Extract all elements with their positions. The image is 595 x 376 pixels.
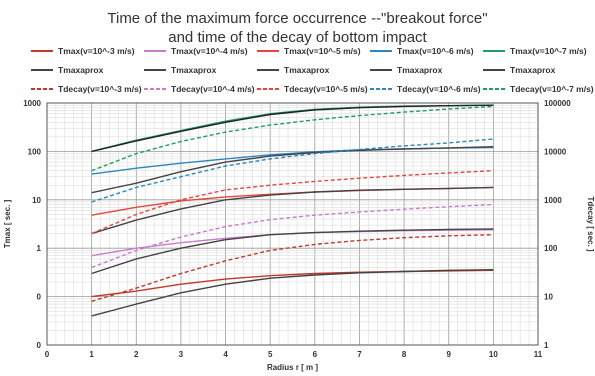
y-left-axis-label: Tmax [ sec. ] xyxy=(3,199,12,248)
y-right-tick-label: 100000 xyxy=(544,99,571,108)
legend-label: Tmaxaprox xyxy=(171,65,217,75)
y-left-tick-label: 100 xyxy=(28,147,42,156)
series-line xyxy=(91,104,494,153)
y-left-tick-label: 10 xyxy=(32,196,41,205)
legend-swatch xyxy=(370,69,392,71)
legend-swatch xyxy=(370,88,392,90)
x-tick-label: 10 xyxy=(489,350,498,359)
legend-label: Tdecay(v=10^-7 m/s) xyxy=(510,84,594,94)
chart-title-line-1: Time of the maximum force occurrence --"… xyxy=(107,10,488,27)
x-tick-label: 5 xyxy=(268,350,273,359)
legend-label: Tdecay(v=10^-6 m/s) xyxy=(397,84,481,94)
legend-item: Tdecay(v=10^-3 m/s) xyxy=(30,82,142,96)
x-tick-label: 4 xyxy=(223,350,228,359)
legend-swatch xyxy=(31,50,53,52)
legend-label: Tmax(v=10^-6 m/s) xyxy=(397,46,474,56)
chart-title-line-2: and time of the decay of bottom impact xyxy=(168,29,427,46)
legend-swatch xyxy=(257,50,279,52)
y-right-tick-label: 10 xyxy=(544,293,553,302)
y-right-tick-label: 1 xyxy=(544,341,549,350)
y-right-tick-label: 1000 xyxy=(544,196,562,205)
legend-swatch xyxy=(257,69,279,71)
legend-label: Tmax(v=10^-4 m/s) xyxy=(171,46,248,56)
legend-swatch xyxy=(483,50,505,52)
x-tick-label: 7 xyxy=(357,350,362,359)
legend-label: Tmax(v=10^-3 m/s) xyxy=(58,46,135,56)
series-line xyxy=(91,146,494,194)
legend-label: Tmaxaprox xyxy=(58,65,104,75)
y-left-tick-label: 0 xyxy=(37,341,42,350)
x-tick-label: 8 xyxy=(402,350,407,359)
legend-swatch xyxy=(144,69,166,71)
legend-label: Tmaxaprox xyxy=(397,65,443,75)
y-right-tick-label: 10000 xyxy=(544,147,567,156)
legend-item: Tmaxaprox xyxy=(256,63,329,77)
legend-swatch xyxy=(370,50,392,52)
plot-frame xyxy=(46,102,539,346)
legend-item: Tdecay(v=10^-4 m/s) xyxy=(143,82,255,96)
legend-item: Tdecay(v=10^-7 m/s) xyxy=(482,82,594,96)
legend-item: Tmaxaprox xyxy=(143,63,216,77)
series-line xyxy=(91,228,494,275)
y-left-tick-label: 1000 xyxy=(23,99,41,108)
series-line xyxy=(91,138,494,203)
legend-label: Tmax(v=10^-7 m/s) xyxy=(510,46,587,56)
series-line xyxy=(91,234,494,302)
legend-item: Tmaxaprox xyxy=(482,63,555,77)
x-tick-label: 2 xyxy=(134,350,139,359)
legend-swatch xyxy=(31,69,53,71)
legend-item: Tmax(v=10^-3 m/s) xyxy=(30,44,135,58)
series-line xyxy=(91,186,494,235)
legend-label: Tdecay(v=10^-3 m/s) xyxy=(58,84,142,94)
legend-label: Tmaxaprox xyxy=(284,65,330,75)
x-tick-label: 1 xyxy=(89,350,94,359)
legend-swatch xyxy=(31,88,53,90)
series-line xyxy=(91,170,494,235)
legend-label: Tmaxaprox xyxy=(510,65,556,75)
legend-item: Tmax(v=10^-6 m/s) xyxy=(369,44,474,58)
y-right-tick-label: 100 xyxy=(544,244,558,253)
legend-swatch xyxy=(483,69,505,71)
legend-item: Tmax(v=10^-7 m/s) xyxy=(482,44,587,58)
chart-title: Time of the maximum force occurrence --"… xyxy=(0,9,595,47)
legend-label: Tdecay(v=10^-4 m/s) xyxy=(171,84,255,94)
legend-item: Tdecay(v=10^-5 m/s) xyxy=(256,82,368,96)
legend-swatch xyxy=(144,88,166,90)
x-axis-label: Radius r [ m ] xyxy=(267,363,318,372)
series-line xyxy=(91,105,494,172)
x-tick-label: 9 xyxy=(447,350,452,359)
legend-item: Tmaxaprox xyxy=(369,63,442,77)
x-tick-label: 6 xyxy=(313,350,318,359)
legend-swatch xyxy=(483,88,505,90)
y-left-tick-label: 0 xyxy=(37,293,42,302)
x-tick-label: 0 xyxy=(45,350,50,359)
x-tick-label: 11 xyxy=(534,350,543,359)
x-tick-label: 3 xyxy=(179,350,184,359)
chart-legend: Tmax(v=10^-3 m/s) Tmax(v=10^-4 m/s) Tmax(v… xyxy=(0,44,595,100)
legend-label: Tmax(v=10^-5 m/s) xyxy=(284,46,361,56)
y-left-tick-label: 1 xyxy=(37,244,42,253)
legend-label: Tdecay(v=10^-5 m/s) xyxy=(284,84,368,94)
legend-swatch xyxy=(144,50,166,52)
legend-item: Tmax(v=10^-5 m/s) xyxy=(256,44,361,58)
legend-item: Tmax(v=10^-4 m/s) xyxy=(143,44,248,58)
legend-item: Tmaxaprox xyxy=(30,63,103,77)
series-line xyxy=(91,269,494,317)
y-right-axis-label: Tdecay [ sec. ] xyxy=(586,196,595,251)
legend-swatch xyxy=(257,88,279,90)
legend-item: Tdecay(v=10^-6 m/s) xyxy=(369,82,481,96)
